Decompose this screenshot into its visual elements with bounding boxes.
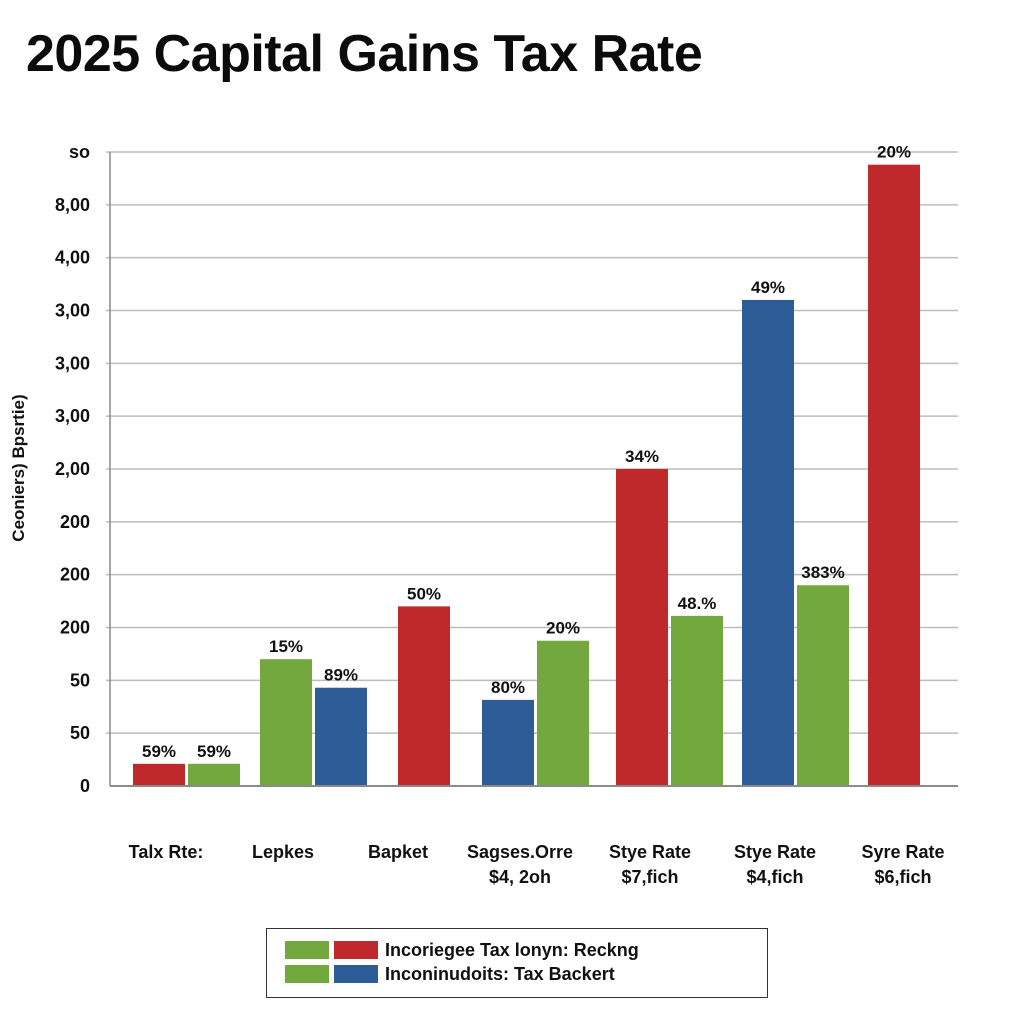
legend-item: Incoriegee Tax lonyn: Reckng [285,940,639,960]
y-tick-label: 2,00 [55,459,90,479]
y-tick-label: 3,00 [55,406,90,426]
bar-blue [315,687,367,786]
bar-blue [742,299,794,786]
bar-red [133,763,185,786]
bar-value-label: 59% [142,742,176,761]
y-tick-label: 0 [80,776,90,796]
bar-value-label: 20% [877,143,911,162]
legend: Incoriegee Tax lonyn: Reckng Inconinudoi… [266,928,768,998]
y-tick-label: 200 [60,618,90,638]
x-tick-label: Stye Rate $4,fich [733,842,817,887]
bar-value-labels: 59% 59% 15% 89% 50% 80% 20% 34% 48.% 49% 383% 20% [142,143,911,761]
bar-red [868,164,920,786]
bar-value-label: 49% [751,278,785,297]
x-tick-label: Lepkes [251,842,315,862]
legend-swatch-green [285,965,329,983]
y-axis-label: Ceoniers) Bpsrtie) [9,394,28,542]
bar-value-label: 20% [546,619,580,638]
x-tick-label: Bapket [367,842,429,862]
y-tick-label: 50 [70,670,90,690]
bar-green [537,640,589,786]
y-tick-label: 50 [70,723,90,743]
y-tick-label: 3,00 [55,353,90,373]
bar-value-label: 34% [625,447,659,466]
bar-value-label: 80% [491,678,525,697]
bar-blue [482,699,534,786]
legend-item: Inconinudoits: Tax Backert [285,964,615,984]
bars [133,164,920,786]
x-tick-label: Talx Rte: [128,842,204,862]
bar-value-label: 89% [324,666,358,685]
bar-red [398,606,450,786]
legend-swatch-blue [334,965,378,983]
bar-green [671,615,723,786]
x-tick-label: Sagses.Orre $4, 2oh [466,842,574,887]
y-tick-label: 8,00 [55,195,90,215]
legend-swatch-green [285,941,329,959]
bar-green [260,659,312,786]
y-tick-label: so [69,142,90,162]
bar-value-label: 15% [269,637,303,656]
y-tick-label: 3,00 [55,301,90,321]
bar-red [616,469,668,786]
x-tick-label: Syre Rate $6,fich [861,842,945,887]
bar-green [797,585,849,786]
chart-title: 2025 Capital Gains Tax Rate [26,25,703,83]
bar-value-label: 48.% [678,594,717,613]
y-tick-label: 4,00 [55,248,90,268]
legend-label: Incoriegee Tax lonyn: Reckng [385,939,639,960]
legend-label: Inconinudoits: Tax Backert [385,963,615,984]
y-tick-label: 200 [60,512,90,532]
x-tick-label: Stye Rate $7,fich [608,842,692,887]
y-tick-labels: 0 50 50 200 200 200 2,00 3,00 3,00 3,00 4,00 8,00 so [55,142,90,796]
gridlines [106,151,958,734]
bar-green [188,763,240,786]
bar-value-label: 50% [407,584,441,603]
y-tick-label: 200 [60,565,90,585]
bar-value-label: 59% [197,742,231,761]
bar-value-label: 383% [801,563,844,582]
legend-swatch-red [334,941,378,959]
